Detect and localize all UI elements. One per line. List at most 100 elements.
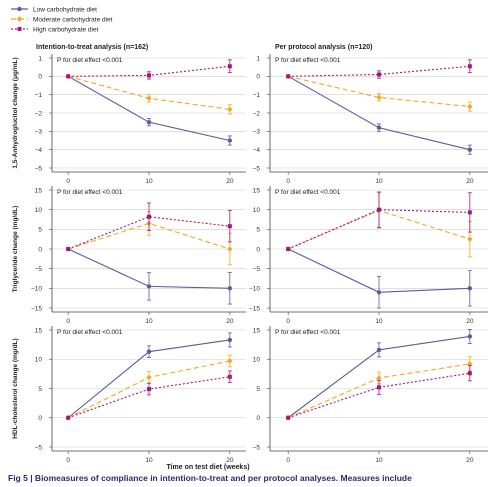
y-axis-label: HDL-cholesterol change (mg/dL) <box>12 338 19 438</box>
data-point <box>227 106 233 113</box>
data-point <box>147 214 151 219</box>
data-point <box>227 246 233 252</box>
x-tick-label: 10 <box>145 457 153 464</box>
data-point <box>227 286 233 291</box>
column-title-per-protocol: Per protocol analysis (n=120) <box>275 44 372 51</box>
series-0 <box>65 246 233 305</box>
series-0 <box>285 74 473 155</box>
y-tick-label: −5 <box>253 444 261 451</box>
x-tick-label: 0 <box>66 318 70 325</box>
data-point <box>227 138 233 143</box>
data-point <box>147 73 151 78</box>
y-tick-label: −15 <box>31 305 42 312</box>
series-2 <box>66 59 232 80</box>
data-point <box>467 103 473 110</box>
series-2 <box>286 365 472 420</box>
series-line <box>67 216 230 250</box>
p-value-annotation: P for diet effect <0.001 <box>275 189 341 196</box>
data-point <box>66 247 71 251</box>
y-tick-label: −10 <box>249 286 260 293</box>
p-value-annotation: P for diet effect <0.001 <box>57 189 123 196</box>
x-tick-label: 20 <box>226 318 234 325</box>
data-point <box>377 207 381 212</box>
series-2 <box>66 202 232 251</box>
data-point <box>467 334 473 339</box>
y-tick-label: 5 <box>256 386 260 393</box>
x-tick-label: 10 <box>375 178 383 185</box>
y-tick-label: 0 <box>38 415 42 422</box>
series-line <box>287 209 470 250</box>
series-0 <box>65 74 233 146</box>
data-point <box>147 387 151 392</box>
x-tick-label: 0 <box>66 178 70 185</box>
x-tick-label: 0 <box>286 178 290 185</box>
panel-r1-c0: −15 −10 −5 0 5 10 15 0 10 20 Triglyceride change (… <box>12 186 246 325</box>
legend-label: Moderate carbohydrate diet <box>33 16 113 23</box>
data-point <box>467 361 473 367</box>
y-tick-label: −2 <box>253 110 261 117</box>
data-point <box>146 284 152 289</box>
y-tick-label: −2 <box>35 110 43 117</box>
data-point <box>467 286 473 291</box>
data-point <box>66 74 71 79</box>
y-tick-label: 0 <box>38 246 42 253</box>
p-value-annotation: P for diet effect <0.001 <box>275 57 341 64</box>
y-tick-label: 15 <box>253 187 261 194</box>
y-tick-label: −10 <box>31 286 42 293</box>
y-tick-label: 15 <box>35 187 43 194</box>
y-tick-label: −1 <box>35 92 43 99</box>
series-2 <box>66 370 232 420</box>
y-tick-label: 15 <box>35 327 43 334</box>
y-tick-label: 10 <box>253 207 261 214</box>
y-tick-label: 1 <box>256 55 260 62</box>
data-point <box>376 125 382 130</box>
y-axis-label: Triglyceride change (mg/dL) <box>12 206 19 293</box>
legend-item: High carbohydrate diet <box>11 26 99 33</box>
data-point <box>286 247 291 251</box>
y-tick-label: 15 <box>253 327 261 334</box>
data-point <box>146 374 152 381</box>
y-tick-label: 10 <box>253 357 261 364</box>
x-tick-label: 10 <box>145 318 153 325</box>
y-tick-label: 5 <box>38 227 42 234</box>
y-tick-label: 0 <box>256 74 260 81</box>
series-line <box>288 75 470 108</box>
y-axis-label: 1,5-Anhydroglucitol change (μg/mL) <box>12 57 19 168</box>
y-tick-label: 10 <box>35 357 43 364</box>
y-tick-label: −15 <box>249 305 260 312</box>
data-point <box>146 349 152 354</box>
data-point <box>376 375 382 381</box>
x-tick-label: 0 <box>286 318 290 325</box>
legend-label: High carbohydrate diet <box>33 26 99 33</box>
y-tick-label: 1 <box>38 55 42 62</box>
data-point <box>227 337 233 343</box>
y-tick-label: −5 <box>253 266 261 273</box>
data-point <box>467 371 472 376</box>
y-tick-label: 5 <box>256 227 260 234</box>
y-tick-label: 10 <box>35 207 43 214</box>
data-point <box>376 347 382 353</box>
y-tick-label: 0 <box>256 415 260 422</box>
x-tick-label: 20 <box>466 318 474 325</box>
data-point <box>376 94 382 101</box>
series-2 <box>286 191 472 251</box>
data-point <box>467 64 472 69</box>
column-title-itt: Intention-to-treat analysis (n=162) <box>36 44 148 51</box>
y-tick-label: −4 <box>35 147 43 154</box>
y-tick-label: 0 <box>256 246 260 253</box>
data-point <box>146 95 152 102</box>
panel-r2-c0: −5 0 5 10 15 0 10 20 HDL-cholesterol change (mg/… <box>12 326 246 464</box>
data-point <box>227 374 232 379</box>
data-point <box>227 224 232 229</box>
series-0 <box>285 246 473 309</box>
data-point <box>146 119 152 125</box>
series-0 <box>285 329 473 420</box>
y-tick-label: −5 <box>35 165 43 172</box>
x-tick-label: 10 <box>375 457 383 464</box>
panel-r2-c1: −5 0 5 10 15 0 10 20 P for diet effect <0.001 <box>253 326 488 464</box>
y-tick-label: −3 <box>253 129 261 136</box>
data-point <box>467 147 473 152</box>
